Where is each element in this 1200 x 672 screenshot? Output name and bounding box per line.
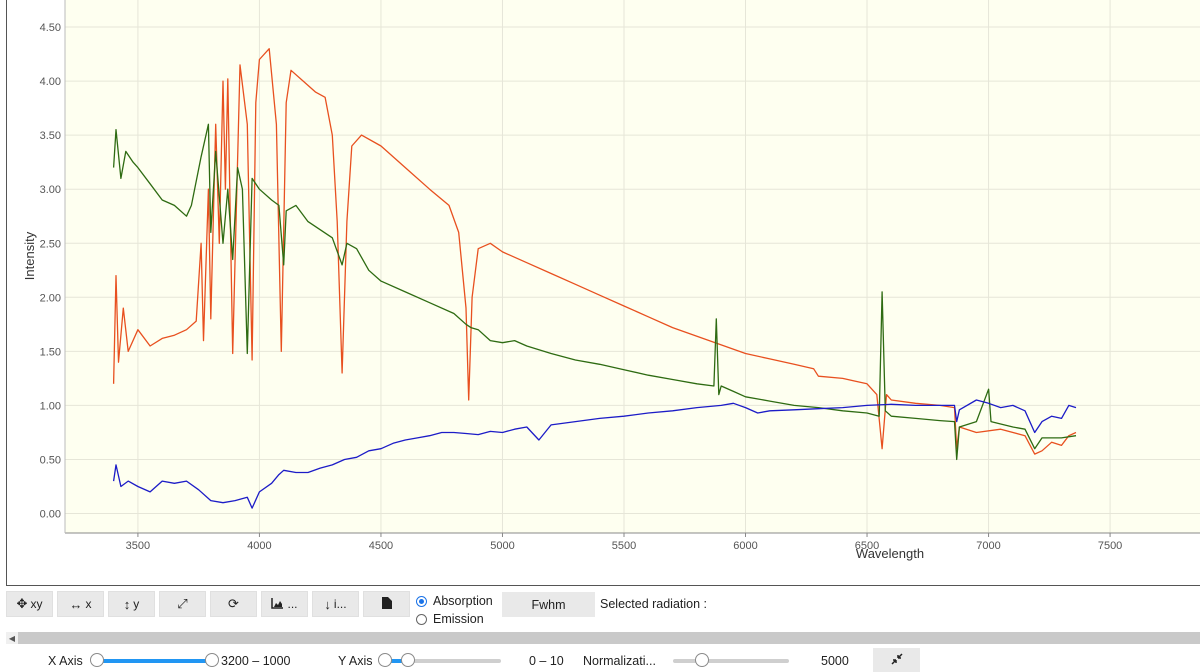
absorption-radio[interactable] bbox=[416, 595, 427, 607]
pan-y-label: y bbox=[133, 597, 140, 611]
download-arrow-icon: ↓ bbox=[324, 596, 331, 612]
y-tick-label: 3.50 bbox=[40, 130, 61, 142]
emission-radio[interactable] bbox=[416, 613, 427, 625]
export-file-button[interactable] bbox=[363, 591, 410, 617]
y-axis-title: Intensity bbox=[22, 231, 37, 280]
y-axis-label: Y Axis bbox=[338, 654, 373, 668]
x-tick-label: 6500 bbox=[855, 540, 879, 552]
compress-icon bbox=[890, 652, 903, 668]
y-axis-slider-fill bbox=[385, 659, 409, 663]
collapse-button[interactable] bbox=[873, 648, 920, 672]
y-axis-max-handle[interactable] bbox=[401, 653, 416, 667]
scroll-left-icon[interactable]: ◀ bbox=[6, 632, 18, 644]
normalization-slider[interactable] bbox=[673, 653, 789, 667]
chart-type-label: ... bbox=[287, 597, 298, 611]
fwhm-button[interactable]: Fwhm bbox=[502, 592, 595, 617]
x-tick-label: 3500 bbox=[126, 540, 150, 552]
x-tick-label: 5500 bbox=[612, 540, 636, 552]
x-tick-label: 7000 bbox=[976, 540, 1000, 552]
x-tick-label: 4000 bbox=[247, 540, 271, 552]
y-tick-label: 4.50 bbox=[40, 22, 61, 34]
axis-controls: X Axis 3200 – 10000 Y Axis 0 – 10 Normal… bbox=[0, 648, 1200, 672]
absorption-label: Absorption bbox=[433, 594, 493, 608]
spectrum-chart[interactable]: 0.00 0.50 1.00 1.50 2.00 2.50 3.00 3.50 4.00 4.50… bbox=[0, 0, 1200, 588]
x-axis-min-handle[interactable] bbox=[90, 653, 104, 667]
normalization-value: 5000 bbox=[821, 654, 849, 668]
pan-x-label: x bbox=[85, 597, 92, 611]
x-tick-label: 5000 bbox=[490, 540, 514, 552]
x-tick-label: 4500 bbox=[369, 540, 393, 552]
y-axis-range-value: 0 – 10 bbox=[529, 654, 564, 668]
reset-button[interactable]: ⟳ bbox=[210, 591, 257, 617]
normalization-label: Normalizati... bbox=[583, 654, 656, 668]
spectrum-series-3 bbox=[112, 399, 1077, 509]
download-label: i... bbox=[333, 597, 347, 611]
emission-option[interactable]: Emission bbox=[416, 610, 493, 628]
vertical-arrows-icon: ↕ bbox=[123, 596, 131, 612]
spectrum-series-1 bbox=[112, 48, 1077, 455]
spectrum-series-2 bbox=[112, 123, 1077, 461]
horizontal-scrollbar[interactable]: ◀ bbox=[6, 632, 1200, 644]
x-axis-slider-fill bbox=[97, 659, 212, 663]
y-tick-label: 0.00 bbox=[40, 509, 61, 521]
normalization-handle[interactable] bbox=[695, 653, 709, 667]
radiation-type-group: Absorption Emission bbox=[416, 592, 493, 628]
emission-label: Emission bbox=[433, 612, 484, 626]
x-tick-label: 7500 bbox=[1098, 540, 1122, 552]
y-tick-label: 3.00 bbox=[40, 184, 61, 196]
selected-radiation-label: Selected radiation : bbox=[600, 597, 708, 611]
pan-xy-button[interactable]: ✥ xy bbox=[6, 591, 53, 617]
refresh-icon: ⟳ bbox=[228, 596, 239, 611]
y-tick-label: 2.00 bbox=[40, 292, 61, 304]
y-tick-label: 1.50 bbox=[40, 346, 61, 358]
chart-type-button[interactable]: ... bbox=[261, 591, 308, 617]
x-axis-label: X Axis bbox=[48, 654, 83, 668]
download-button[interactable]: ↓ i... bbox=[312, 591, 359, 617]
y-tick-label: 0.50 bbox=[40, 454, 61, 466]
pan-x-button[interactable]: ↔ x bbox=[57, 591, 104, 617]
pan-y-button[interactable]: ↕ y bbox=[108, 591, 155, 617]
x-axis-range-slider[interactable] bbox=[90, 653, 219, 667]
x-axis-max-handle[interactable] bbox=[205, 653, 219, 667]
absorption-option[interactable]: Absorption bbox=[416, 592, 493, 610]
expand-icon: ⤢ bbox=[177, 596, 188, 611]
y-tick-label: 1.00 bbox=[40, 400, 61, 412]
horizontal-arrows-icon: ↔ bbox=[69, 596, 83, 612]
x-axis-title: Wavelength bbox=[856, 546, 924, 561]
plot-background bbox=[65, 0, 1200, 533]
area-chart-icon bbox=[271, 597, 284, 612]
move-arrows-icon: ✥ bbox=[16, 596, 28, 611]
file-icon bbox=[381, 596, 392, 612]
y-axis-min-handle[interactable] bbox=[378, 653, 392, 667]
y-axis-range-slider[interactable] bbox=[378, 653, 501, 667]
fit-view-button[interactable]: ⤢ bbox=[159, 591, 206, 617]
x-axis-range-value: 3200 – 10000 bbox=[221, 654, 291, 668]
x-tick-label: 6000 bbox=[733, 540, 757, 552]
y-tick-label: 2.50 bbox=[40, 238, 61, 250]
pan-xy-label: xy bbox=[30, 597, 43, 611]
y-tick-label: 4.00 bbox=[40, 76, 61, 88]
